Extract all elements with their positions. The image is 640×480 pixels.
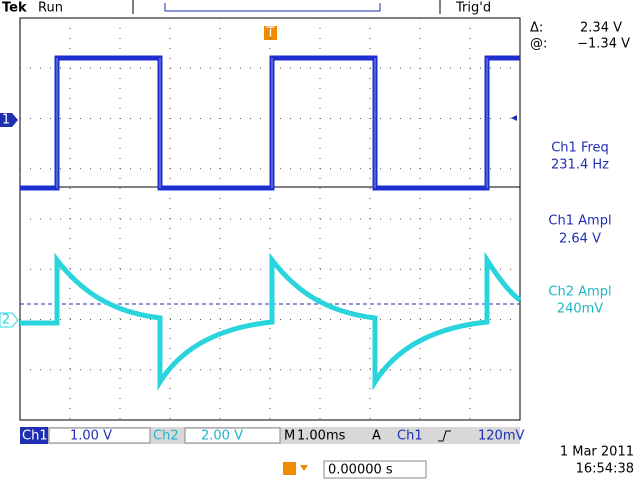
trigger-source: Ch1 — [397, 429, 423, 444]
time-scale: 1.00ms — [297, 429, 346, 444]
measurement-label: Ch1 Freq — [551, 141, 609, 156]
cursor-delta: 2.34 V — [580, 21, 622, 36]
ch2-marker-label: 2 — [2, 313, 10, 328]
time: 16:54:38 — [576, 462, 634, 477]
ch2-waveform — [20, 251, 522, 391]
brand: Tek — [2, 1, 27, 16]
trigger-marker — [264, 26, 277, 40]
run-status: Run — [38, 1, 63, 16]
level-marker — [511, 115, 517, 121]
ch2-marker — [0, 312, 19, 328]
trigger-level: 120mV — [478, 429, 524, 444]
trigger-marker-label: T — [266, 26, 275, 41]
ch1-marker — [0, 113, 18, 127]
cursor-at: −1.34 V — [577, 37, 630, 52]
measurement-label: Ch2 Ampl — [548, 285, 611, 300]
cursor-delta-label: Δ: — [530, 21, 543, 36]
ch2-scale-box — [184, 427, 281, 444]
trigger-pos-box — [323, 460, 427, 479]
trigger-position: 0.00000 s — [328, 463, 393, 478]
measurement-value: 231.4 Hz — [551, 158, 609, 173]
time-label: M — [284, 429, 295, 444]
measurement-label: Ch1 Ampl — [548, 214, 611, 229]
trigger-pos-arrow — [300, 465, 308, 471]
trigger-pos-icon — [283, 462, 296, 475]
ch2-scale: 2.00 V — [201, 429, 243, 444]
measurement-value: 240mV — [557, 302, 603, 317]
cursor-at-label: @: — [530, 37, 547, 52]
record-bracket — [164, 3, 381, 12]
ch1-edges — [56, 58, 488, 188]
ch2-label: Ch2 — [153, 429, 179, 444]
ch1-label: Ch1 — [22, 429, 48, 444]
measurement-value: 2.64 V — [559, 232, 601, 247]
ch1-marker-label: 1 — [2, 113, 10, 128]
ch1-scale-box — [48, 427, 151, 444]
ch1-scale: 1.00 V — [70, 429, 112, 444]
trigger-status: Trig'd — [455, 1, 491, 16]
slope-icon — [438, 430, 451, 442]
ch1-tag — [20, 427, 48, 444]
trigger-mode: A — [372, 429, 381, 444]
date: 1 Mar 2011 — [560, 445, 634, 460]
